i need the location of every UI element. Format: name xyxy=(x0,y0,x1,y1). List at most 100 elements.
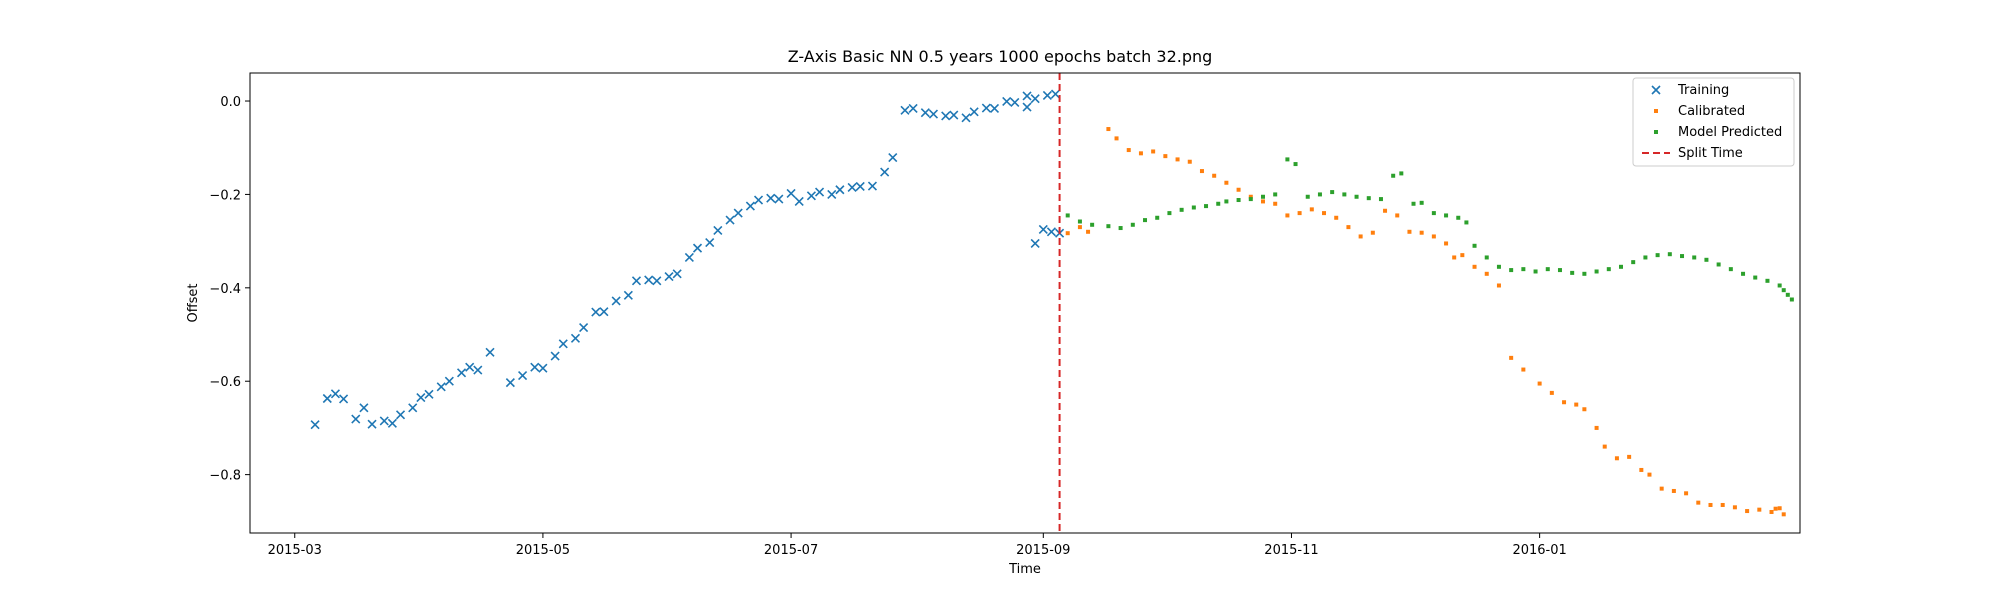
data-point xyxy=(1594,425,1599,430)
data-point xyxy=(1639,467,1644,472)
data-point xyxy=(1114,136,1119,141)
data-point xyxy=(1038,224,1048,235)
data-point xyxy=(1130,222,1135,227)
data-point xyxy=(941,111,951,121)
data-point xyxy=(1285,213,1290,218)
data-point xyxy=(1785,292,1790,297)
data-point xyxy=(1407,229,1412,234)
data-point xyxy=(1293,162,1298,167)
data-point xyxy=(1745,509,1750,514)
data-point xyxy=(1696,500,1701,505)
data-point xyxy=(1346,225,1351,230)
data-point xyxy=(1155,215,1160,220)
data-point xyxy=(814,187,825,197)
data-point xyxy=(1618,264,1623,269)
data-point xyxy=(1757,507,1762,512)
data-point xyxy=(1606,267,1611,272)
data-point xyxy=(1143,218,1148,223)
data-point xyxy=(1199,169,1204,174)
data-point xyxy=(1248,197,1253,202)
data-point xyxy=(518,371,528,381)
data-point xyxy=(416,393,426,403)
data-point xyxy=(1769,509,1774,514)
data-point xyxy=(1777,283,1782,288)
data-point xyxy=(1431,234,1436,239)
data-point xyxy=(1030,94,1040,104)
data-point xyxy=(1773,506,1778,511)
data-point xyxy=(1366,196,1371,201)
y-axis-label: Offset xyxy=(186,283,201,322)
data-point xyxy=(538,363,548,373)
data-point xyxy=(1594,269,1599,274)
data-point xyxy=(1354,194,1359,199)
data-point xyxy=(473,365,483,375)
data-point xyxy=(806,191,816,201)
data-point xyxy=(1065,213,1070,218)
legend-label-model-predicted: Model Predicted xyxy=(1678,125,1782,140)
data-point xyxy=(351,414,361,424)
data-point xyxy=(1248,194,1253,199)
data-point xyxy=(1002,96,1012,107)
data-point xyxy=(981,103,991,113)
data-point xyxy=(1472,264,1477,269)
data-point xyxy=(611,296,621,306)
data-point xyxy=(1452,255,1457,260)
data-point xyxy=(424,389,434,399)
data-point xyxy=(664,272,674,282)
data-point xyxy=(1444,213,1449,218)
data-point xyxy=(1330,190,1335,195)
data-point xyxy=(1236,198,1241,203)
data-point xyxy=(1460,253,1465,258)
data-point xyxy=(1716,262,1721,267)
data-point xyxy=(692,243,703,253)
data-point xyxy=(1521,367,1526,372)
data-point xyxy=(558,339,568,349)
data-point xyxy=(880,167,890,177)
data-point xyxy=(1704,257,1709,262)
legend-marker-calibrated xyxy=(1654,109,1658,113)
data-point xyxy=(1050,89,1061,99)
legend-label-calibrated: Calibrated xyxy=(1678,104,1745,119)
data-point xyxy=(1010,97,1020,107)
axes-frame xyxy=(249,72,1801,534)
data-point xyxy=(989,103,1000,114)
data-point xyxy=(623,290,633,300)
data-point xyxy=(961,113,971,123)
data-point xyxy=(1614,456,1619,461)
x-tick-label: 2015-03 xyxy=(268,543,322,558)
data-point xyxy=(1106,224,1111,229)
legend-label-training: Training xyxy=(1677,83,1729,98)
data-point xyxy=(794,196,804,206)
data-point xyxy=(644,275,654,285)
data-point xyxy=(1305,194,1310,199)
data-point xyxy=(436,382,446,392)
data-point xyxy=(1086,229,1091,234)
data-point xyxy=(1659,486,1664,491)
data-point xyxy=(900,105,910,115)
data-point xyxy=(1509,355,1514,360)
data-point xyxy=(1285,157,1290,162)
y-tick-label: −0.4 xyxy=(209,282,241,297)
data-point xyxy=(1358,234,1363,239)
data-point xyxy=(827,189,837,199)
x-axis: 2015-03 2015-05 2015-07 2015-09 2015-11 2016-… xyxy=(268,533,1567,558)
data-point xyxy=(1224,180,1229,185)
data-point xyxy=(1533,269,1538,274)
data-point xyxy=(855,181,865,192)
data-point xyxy=(1643,255,1648,260)
data-point xyxy=(1260,194,1265,199)
data-point xyxy=(322,393,332,404)
x-tick-label: 2016-01 xyxy=(1512,543,1566,558)
data-point xyxy=(652,276,662,286)
legend-label-split-time: Split Time xyxy=(1678,146,1743,161)
data-point xyxy=(570,333,581,343)
data-point xyxy=(753,195,764,205)
data-point xyxy=(733,208,743,218)
data-point xyxy=(1273,192,1278,197)
data-point xyxy=(1046,227,1057,237)
data-point xyxy=(1342,192,1347,197)
data-point xyxy=(1692,255,1697,260)
data-point xyxy=(465,362,475,372)
data-point xyxy=(888,152,898,163)
data-point xyxy=(456,368,467,378)
